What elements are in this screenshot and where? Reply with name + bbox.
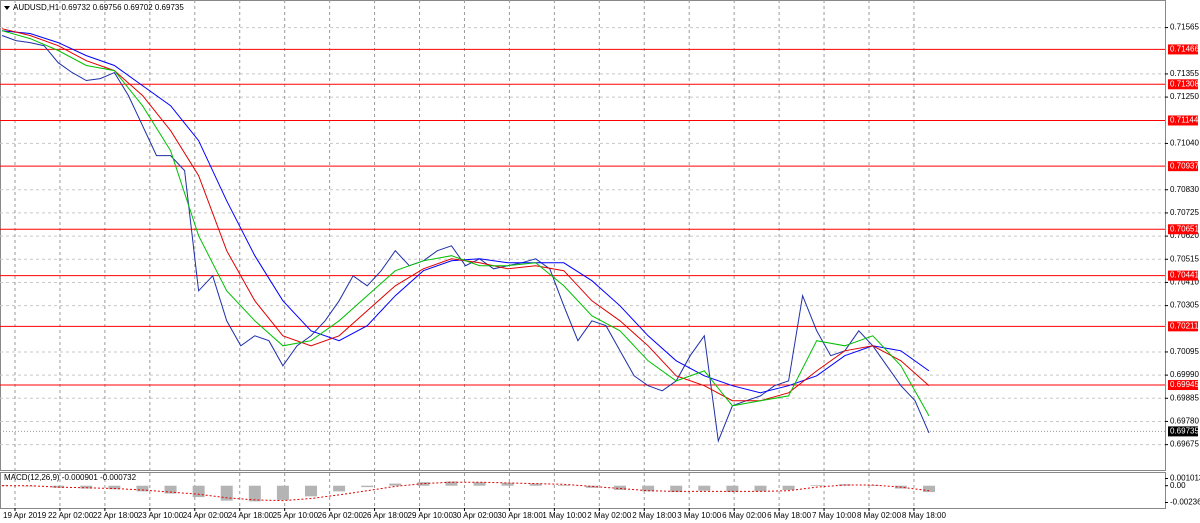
macd-panel-frame (0, 472, 1166, 509)
y-tick-label: 0.70410 (1170, 278, 1199, 287)
histogram-bar (276, 485, 289, 500)
macd-title: MACD(12,26,9) -0.000901 -0.000732 (4, 473, 137, 482)
histogram-bar (473, 482, 486, 486)
histogram-bar (529, 483, 542, 486)
y-tick-label: 0.71565 (1170, 23, 1199, 32)
histogram-bar (782, 485, 795, 490)
histogram-bar (614, 485, 627, 490)
histogram-bar (248, 485, 261, 502)
level-label: 0.71466 (1170, 45, 1199, 54)
price-line (1, 35, 930, 443)
x-tick-label: 6 May 18:00 (767, 511, 812, 520)
x-tick-label: 6 May 02:00 (722, 511, 767, 520)
y-tick-label: 0.71250 (1170, 92, 1199, 101)
histogram-bar (333, 485, 346, 492)
moving-average (1, 30, 930, 394)
histogram-bar (108, 485, 121, 490)
y-tick-label: 0.70305 (1170, 301, 1199, 310)
histogram-bar (445, 481, 458, 486)
x-tick-label: 7 May 10:00 (812, 511, 857, 520)
y-tick-label: 0.00 (1170, 481, 1186, 490)
level-label-box (1168, 270, 1198, 281)
histogram-bar (164, 485, 177, 494)
histogram-bar (726, 485, 739, 493)
x-tick-label: 22 Apr 02:00 (48, 511, 94, 520)
chart-title: AUDUSD,H1 0.69732 0.69756 0.69702 0.6973… (13, 3, 184, 12)
histogram-bar (305, 485, 318, 497)
x-tick-label: 1 May 10:00 (542, 511, 587, 520)
moving-average (1, 30, 930, 417)
y-tick-label: 0.69675 (1170, 440, 1199, 449)
y-tick-label: 0.69990 (1170, 370, 1199, 379)
histogram-bar (80, 485, 93, 489)
y-tick-label: 0.69780 (1170, 417, 1199, 426)
level-label-box (1168, 161, 1198, 172)
histogram-bar (501, 482, 514, 486)
x-tick-label: 2 May 02:00 (587, 511, 632, 520)
level-label-box (1168, 224, 1198, 235)
level-label: 0.70651 (1170, 224, 1199, 233)
histogram-bar (923, 485, 936, 493)
x-tick-label: 23 Apr 10:00 (138, 511, 184, 520)
signal-line (2, 481, 930, 502)
histogram-bar (810, 484, 823, 486)
y-tick-label: 0.70830 (1170, 185, 1199, 194)
x-tick-label: 26 Apr 18:00 (363, 511, 409, 520)
histogram-bar (192, 485, 205, 498)
y-tick-label: -0.002364 (1170, 498, 1200, 507)
y-tick-label: 0.70095 (1170, 347, 1199, 356)
level-label: 0.71308 (1170, 79, 1199, 88)
x-tick-label: 24 Apr 18:00 (228, 511, 274, 520)
y-tick-label: 0.70725 (1170, 208, 1199, 217)
x-tick-label: 26 Apr 02:00 (318, 511, 364, 520)
histogram-bar (361, 485, 374, 488)
x-tick-label: 30 Apr 02:00 (452, 511, 498, 520)
level-label-box (1168, 321, 1198, 332)
x-tick-label: 8 May 02:00 (857, 511, 902, 520)
y-tick-label: 0.70515 (1170, 254, 1199, 263)
x-tick-label: 24 Apr 02:00 (183, 511, 229, 520)
level-label: 0.70441 (1170, 271, 1199, 280)
level-label: 0.69945 (1170, 380, 1199, 389)
histogram-bar (754, 485, 767, 492)
x-tick-label: 19 Apr 2019 (3, 511, 47, 520)
main-panel-frame (0, 0, 1166, 471)
y-tick-label: 0.71040 (1170, 139, 1199, 148)
x-tick-label: 22 Apr 18:00 (93, 511, 139, 520)
level-label: 0.70937 (1170, 161, 1199, 170)
histogram-bar (557, 484, 570, 486)
x-tick-label: 25 Apr 10:00 (273, 511, 319, 520)
level-label: 0.70211 (1170, 321, 1199, 330)
y-tick-label: 0.70620 (1170, 231, 1199, 240)
x-tick-label: 30 Apr 18:00 (497, 511, 543, 520)
menu-triangle[interactable] (4, 6, 10, 10)
x-tick-label: 2 May 18:00 (632, 511, 677, 520)
y-tick-label: 0.001013 (1170, 474, 1200, 483)
level-label-box (1168, 79, 1198, 90)
y-tick-label: 0.71355 (1170, 69, 1199, 78)
x-tick-label: 3 May 10:00 (677, 511, 722, 520)
histogram-bar (220, 485, 233, 501)
level-label-box (1168, 44, 1198, 55)
histogram-bar (698, 485, 711, 491)
histogram-bar (417, 482, 430, 486)
level-label-box (1168, 115, 1198, 126)
last-price-box (1168, 426, 1198, 437)
histogram-bar (670, 485, 683, 493)
histogram-bar (642, 485, 655, 492)
y-tick-label: 0.69885 (1170, 393, 1199, 402)
x-tick-label: 8 May 18:00 (902, 511, 947, 520)
histogram-bar (585, 485, 598, 488)
histogram-bar (389, 483, 402, 486)
last-price-label: 0.69735 (1170, 426, 1199, 435)
histogram-bar (136, 485, 149, 492)
level-label: 0.71144 (1170, 116, 1199, 125)
level-label-box (1168, 380, 1198, 391)
x-tick-label: 29 Apr 10:00 (408, 511, 454, 520)
